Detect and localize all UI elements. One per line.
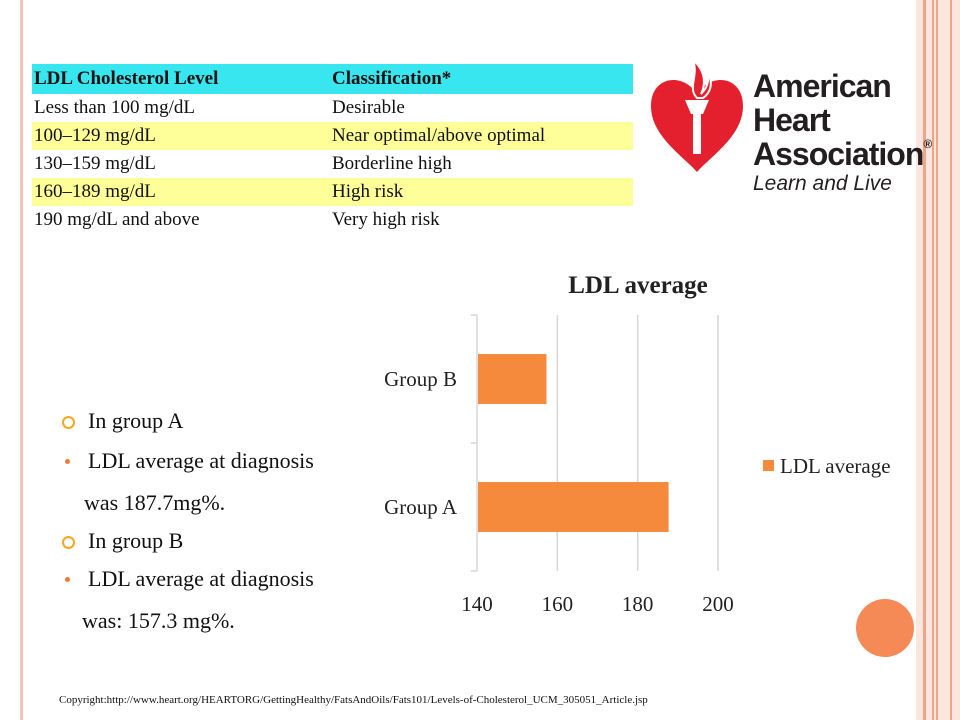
ldl-average-bar-chart: LDL average 140 160 180 200 Group B Group A LDL… — [384, 272, 891, 616]
legend-label: LDL average — [780, 454, 891, 478]
table-cell-classification: Near optimal/above optimal — [330, 122, 633, 150]
right-border-stripe — [950, 0, 952, 720]
table-header-cell: Classification* — [330, 64, 633, 94]
bullet-item: In group A — [88, 408, 184, 433]
table-row: 190 mg/dL and above Very high risk — [32, 206, 633, 234]
table-header-row: LDL Cholesterol Level Classification* — [32, 64, 633, 94]
table-cell-level: 130–159 mg/dL — [34, 153, 156, 174]
y-tick-label: Group B — [384, 367, 457, 391]
right-border-stripe — [923, 0, 926, 720]
chart-title: LDL average — [568, 272, 708, 299]
aha-wordmark-line: American — [753, 68, 892, 104]
table-cell-level: Less than 100 mg/dL — [34, 97, 195, 118]
left-border-line — [20, 0, 23, 720]
heart-torch-icon — [651, 59, 743, 172]
table-cell-classification: High risk — [330, 178, 633, 206]
aha-wordmark-line: Heart — [753, 102, 831, 138]
x-tick-label: 140 — [461, 592, 493, 616]
bullet-item: LDL average at diagnosis — [88, 566, 314, 591]
bullet-dot-icon — [65, 577, 70, 582]
bullet-dot-icon — [65, 459, 70, 464]
table-cell-classification: Desirable — [332, 97, 405, 118]
y-tick-label: Group A — [384, 495, 458, 519]
registered-mark: ® — [923, 137, 932, 151]
aha-wordmark-line: Association® — [753, 136, 932, 172]
bullet-item: was 187.7mg%. — [84, 490, 226, 515]
table-row: 100–129 mg/dL Near optimal/above optimal — [32, 122, 633, 150]
table-row: Less than 100 mg/dL Desirable — [32, 94, 633, 122]
bullet-item: was: 157.3 mg%. — [82, 608, 235, 633]
aha-wordmark: American Heart Association® — [753, 68, 932, 172]
table-cell-level: 190 mg/dL and above — [34, 209, 200, 230]
bullet-item: In group B — [88, 528, 184, 553]
copyright-text: Copyright:http://www.heart.org/HEARTORG/… — [59, 694, 648, 706]
x-tick-label: 200 — [702, 592, 734, 616]
decorative-circle — [856, 599, 914, 657]
legend-swatch — [763, 460, 774, 471]
table-cell-classification: Very high risk — [332, 209, 440, 230]
aha-logo: American Heart Association® Learn and Li… — [647, 54, 932, 195]
right-border-stripe — [932, 0, 934, 720]
table-row: 130–159 mg/dL Borderline high — [32, 150, 633, 178]
table-header-cell: LDL Cholesterol Level — [32, 64, 330, 94]
aha-tagline: Learn and Live — [753, 172, 892, 195]
x-tick-label: 160 — [542, 592, 574, 616]
table-row: 160–189 mg/dL High risk — [32, 178, 633, 206]
ldl-classification-table: LDL Cholesterol Level Classification* Le… — [32, 64, 633, 234]
right-border-stripe — [936, 0, 938, 720]
bullet-ring-icon — [62, 536, 75, 549]
aha-wordmark-line-text: Association — [753, 136, 924, 172]
bullet-item: LDL average at diagnosis — [88, 448, 314, 473]
x-tick-label: 180 — [622, 592, 654, 616]
table-cell-level: 100–129 mg/dL — [32, 122, 330, 150]
table-cell-level: 160–189 mg/dL — [32, 178, 330, 206]
bar-group-a — [478, 482, 669, 532]
bullet-ring-icon — [62, 416, 75, 429]
table-cell-classification: Borderline high — [332, 153, 452, 174]
bar-group-b — [478, 354, 547, 404]
